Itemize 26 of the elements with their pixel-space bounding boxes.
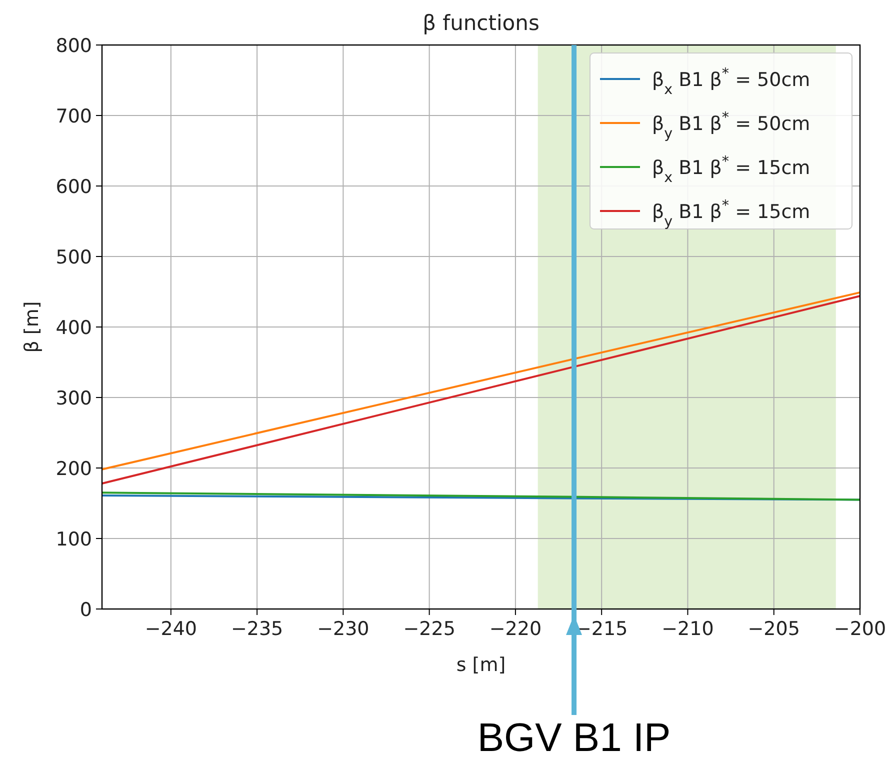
y-tick-label: 800 bbox=[56, 35, 92, 57]
legend-label: β$_{x}$ B1 β$^{*}$ = 15cm bbox=[652, 154, 810, 186]
x-tick-label: −240 bbox=[144, 618, 198, 640]
y-tick-label: 300 bbox=[56, 388, 92, 410]
chart-title: β functions bbox=[422, 11, 540, 35]
y-tick-label: 100 bbox=[56, 528, 92, 550]
y-tick-label: 700 bbox=[56, 106, 92, 128]
legend-label: β$_{y}$ B1 β$^{*}$ = 15cm bbox=[652, 198, 810, 230]
x-tick-label: −220 bbox=[489, 618, 542, 640]
x-tick-label: −230 bbox=[317, 618, 370, 640]
y-tick-label: 400 bbox=[56, 317, 92, 339]
x-axis-title: s [m] bbox=[456, 654, 506, 676]
x-tick-label: −200 bbox=[834, 618, 886, 640]
x-tick-label: −215 bbox=[575, 618, 628, 640]
x-tick-label: −235 bbox=[230, 618, 284, 640]
x-tick-label: −225 bbox=[403, 618, 456, 640]
y-tick-label: 0 bbox=[80, 599, 92, 621]
y-tick-label: 500 bbox=[56, 246, 92, 268]
y-tick-label: 200 bbox=[56, 458, 92, 480]
y-tick-label: 600 bbox=[56, 176, 92, 198]
x-tick-label: −210 bbox=[662, 618, 714, 640]
legend-label: β$_{y}$ B1 β$^{*}$ = 50cm bbox=[652, 110, 810, 142]
x-tick-label: −205 bbox=[748, 618, 800, 640]
y-axis-title: β [m] bbox=[21, 301, 43, 353]
ref-line-label: BGV B1 IP bbox=[477, 716, 671, 760]
legend-label: β$_{x}$ B1 β$^{*}$ = 50cm bbox=[652, 66, 810, 98]
